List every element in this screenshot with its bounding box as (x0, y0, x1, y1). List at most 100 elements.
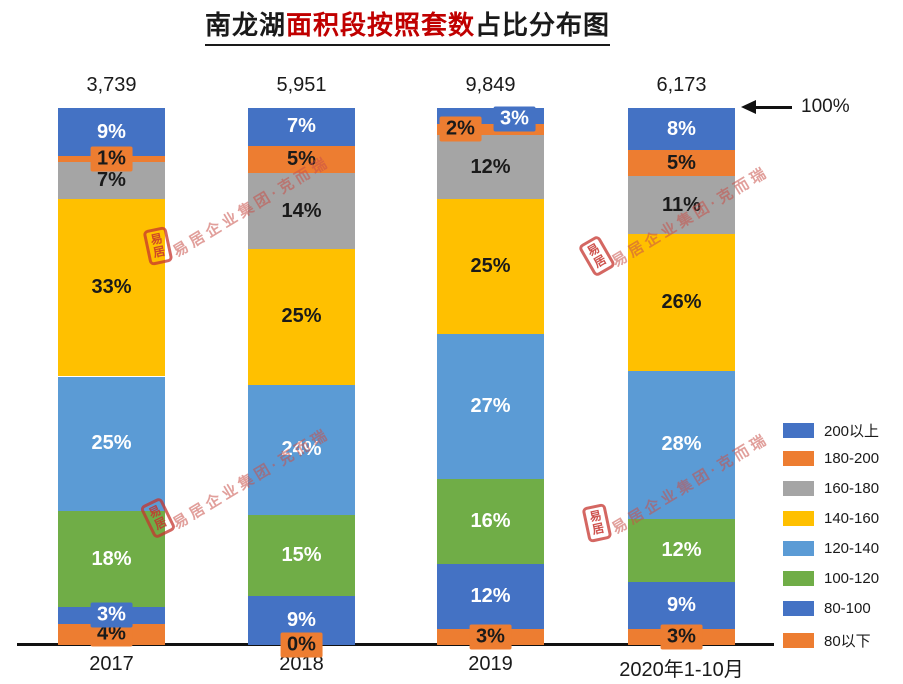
segment-200以上: 8% (628, 108, 735, 151)
value-label-180-200: 5% (667, 151, 696, 174)
value-label-80以下: 0% (280, 632, 323, 658)
segment-100-120: 18% (58, 510, 165, 608)
segment-100-120: 16% (437, 478, 544, 565)
title-highlight: 面积段按照套数 (285, 10, 475, 40)
legend-item-80以下: 80以下 (783, 630, 871, 651)
total-label-2019: 9,849 (465, 74, 516, 96)
value-label-80-100: 9% (287, 609, 316, 632)
x-axis-label-2019: 2019 (468, 653, 513, 675)
segment-120-140: 27% (437, 333, 544, 479)
value-label-160-180: 12% (470, 155, 511, 178)
arrow-shaft (754, 106, 792, 109)
x-axis-label-2020年1-10月: 2020年1-10月 (619, 659, 744, 681)
legend-swatch-160-180 (783, 481, 814, 496)
value-label-200以上: 7% (287, 115, 316, 138)
bar-2019: 3% 12% 16% 27% 25% 12% 2% 3% (437, 106, 544, 650)
value-label-100-120: 15% (281, 543, 322, 566)
legend-item-160-180: 160-180 (783, 480, 879, 497)
chart-title: 南龙湖面积段按照套数占比分布图 (0, 5, 815, 46)
value-label-200以上: 3% (493, 106, 536, 132)
legend-swatch-180-200 (783, 451, 814, 466)
legend-label-80以下: 80以下 (824, 633, 871, 650)
segment-140-160: 25% (248, 249, 355, 385)
value-label-160-180: 7% (97, 168, 126, 191)
value-label-80-100: 12% (470, 585, 511, 608)
segment-80-100: 9% (628, 581, 735, 630)
legend-item-100-120: 100-120 (783, 570, 879, 587)
bar-2020年1-10月: 3% 9% 12% 28% 26% 11% 5% 8% (628, 108, 735, 650)
value-label-100-120: 12% (661, 538, 702, 561)
value-label-120-140: 27% (470, 394, 511, 417)
segment-100-120: 15% (248, 514, 355, 597)
legend-label-200以上: 200以上 (824, 423, 880, 440)
value-label-140-160: 26% (661, 291, 702, 314)
value-label-80以下: 3% (660, 624, 703, 650)
x-axis-label-2017: 2017 (89, 653, 134, 675)
legend-label-160-180: 160-180 (824, 480, 880, 497)
value-label-120-140: 25% (91, 432, 132, 455)
segment-180-200 (437, 124, 544, 135)
segment-160-180: 12% (437, 134, 544, 200)
legend-item-180-200: 180-200 (783, 450, 879, 467)
segment-160-180: 14% (248, 173, 355, 250)
total-label-2017: 3,739 (86, 74, 137, 96)
bar-2018: 0% 9% 15% 24% 25% 14% 5% 7% (248, 108, 355, 658)
chart-title-text: 南龙湖面积段按照套数占比分布图 (204, 10, 611, 46)
legend-item-140-160: 140-160 (783, 510, 879, 527)
legend-item-120-140: 120-140 (783, 540, 879, 557)
value-label-80-100: 9% (667, 594, 696, 616)
value-label-180-200: 5% (287, 148, 316, 171)
legend-swatch-200以上 (783, 423, 814, 438)
value-label-100-120: 16% (470, 509, 511, 532)
value-label-160-180: 14% (281, 199, 322, 222)
value-label-120-140: 24% (281, 438, 322, 461)
legend-label-180-200: 180-200 (824, 450, 880, 467)
legend-swatch-140-160 (783, 511, 814, 526)
legend-label-80-100: 80-100 (824, 600, 871, 617)
value-label-180-200: 1% (90, 146, 133, 172)
segment-200以上: 7% (248, 108, 355, 146)
segment-100-120: 12% (628, 518, 735, 582)
segment-180-200: 5% (628, 150, 735, 177)
bar-2017: 4% 3% 18% 25% 33% 7% 1% 9% (58, 108, 165, 647)
segment-140-160: 26% (628, 234, 735, 372)
x-axis-label-2018: 2018 (279, 653, 324, 675)
value-label-140-160: 25% (470, 254, 511, 277)
value-label-80-100: 3% (90, 602, 133, 628)
x-axis-line (17, 643, 774, 646)
value-label-200以上: 9% (97, 120, 126, 143)
value-label-100-120: 18% (91, 547, 132, 570)
legend-swatch-80-100 (783, 601, 814, 616)
segment-140-160: 25% (437, 199, 544, 334)
segment-120-140: 28% (628, 371, 735, 519)
arrow-label: 100% (801, 96, 850, 117)
value-label-140-160: 25% (281, 305, 322, 328)
legend-item-80-100: 80-100 (783, 600, 871, 617)
legend-item-200以上: 200以上 (783, 420, 879, 441)
legend-label-100-120: 100-120 (824, 570, 880, 587)
value-label-200以上: 8% (667, 117, 696, 140)
legend-label-120-140: 120-140 (824, 540, 880, 557)
value-label-160-180: 11% (662, 193, 701, 216)
segment-80-100: 12% (437, 564, 544, 629)
legend-swatch-100-120 (783, 571, 814, 586)
total-label-2018: 5,951 (276, 74, 327, 96)
segment-180-200: 5% (248, 145, 355, 174)
title-prefix: 南龙湖 (204, 10, 286, 40)
value-label-80以下: 3% (469, 624, 512, 650)
legend-swatch-80以下 (783, 633, 814, 648)
value-label-120-140: 28% (661, 433, 702, 456)
segment-120-140: 25% (58, 376, 165, 511)
total-label-2020年1-10月: 6,173 (656, 74, 707, 96)
segment-140-160: 33% (58, 199, 165, 377)
legend-swatch-120-140 (783, 541, 814, 556)
segment-160-180: 11% (628, 176, 735, 235)
segment-120-140: 24% (248, 384, 355, 515)
value-label-180-200: 2% (439, 116, 482, 142)
value-label-140-160: 33% (91, 276, 132, 299)
arrow-left-icon (741, 100, 756, 114)
legend-label-140-160: 140-160 (824, 510, 880, 527)
title-suffix: 占比分布图 (475, 10, 611, 40)
